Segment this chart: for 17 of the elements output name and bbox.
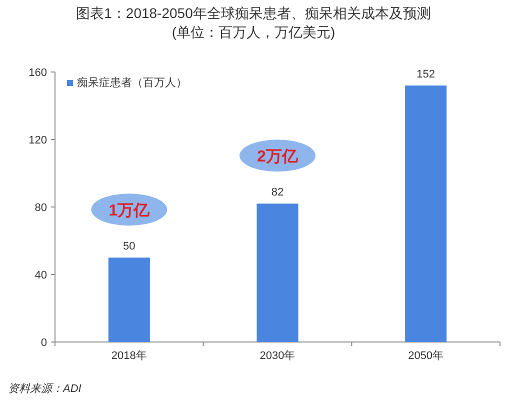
x-tick-label: 2050年 [408, 350, 444, 362]
data-label: 152 [416, 68, 436, 80]
data-label: 82 [271, 186, 284, 199]
x-tick-label: 2018年 [111, 350, 147, 362]
y-tick-label: 0 [40, 337, 47, 349]
annotation: 2万亿 [257, 148, 299, 166]
y-tick-label: 120 [28, 134, 47, 146]
annotation: 1万亿 [108, 202, 151, 220]
data-label: 50 [123, 240, 136, 253]
y-tick-label: 160 [28, 67, 47, 79]
x-tick-label: 2030年 [260, 350, 296, 362]
y-tick-label: 80 [34, 202, 47, 214]
title: (单位：百万人，万亿美元) [172, 24, 336, 40]
legend-label: 痴呆症患者（百万人） [77, 76, 187, 89]
text: 资料来源：ADI [8, 382, 82, 395]
y-tick-label: 40 [34, 270, 47, 282]
title: 图表1：2018-2050年全球痴呆患者、痴呆相关成本及预测 [76, 5, 431, 21]
